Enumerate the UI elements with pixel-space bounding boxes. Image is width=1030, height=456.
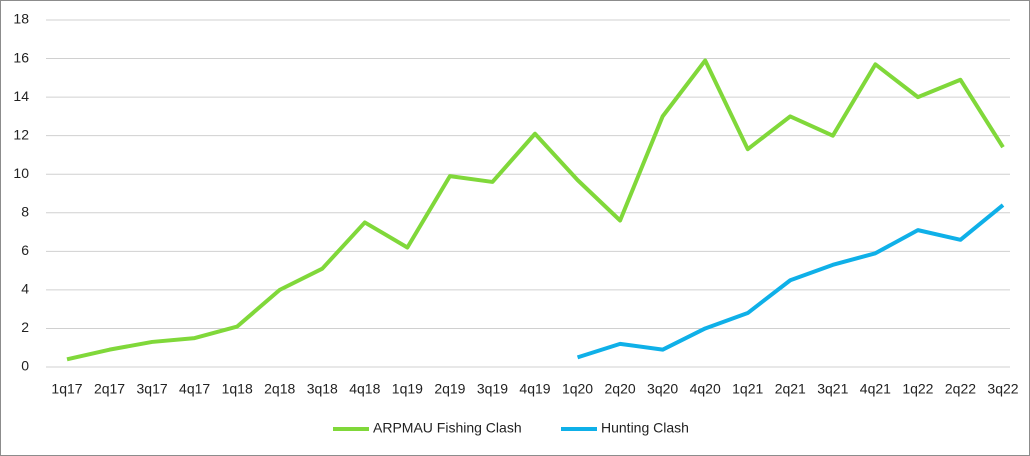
series-line: [576, 203, 1005, 360]
x-tick-label: 3q21: [817, 381, 848, 397]
y-tick-label: 18: [13, 11, 29, 27]
x-tick-label: 2q18: [264, 381, 295, 397]
y-tick-label: 4: [21, 281, 29, 297]
x-tick-label: 1q17: [51, 381, 82, 397]
y-tick-label: 2: [21, 319, 29, 335]
y-tick-label: 10: [13, 165, 29, 181]
x-tick-label: 4q17: [179, 381, 210, 397]
x-tick-label: 1q19: [392, 381, 423, 397]
y-tick-label: 0: [21, 358, 29, 374]
x-tick-label: 4q21: [860, 381, 891, 397]
x-tick-label: 3q17: [137, 381, 168, 397]
x-tick-label: 4q19: [519, 381, 550, 397]
legend-label: Hunting Clash: [601, 420, 689, 436]
x-tick-label: 2q17: [94, 381, 125, 397]
y-tick-label: 8: [21, 203, 29, 219]
x-tick-label: 1q21: [732, 381, 763, 397]
series-line: [66, 58, 1005, 362]
x-tick-label: 1q20: [562, 381, 593, 397]
x-tick-label: 3q19: [477, 381, 508, 397]
x-tick-label: 2q20: [605, 381, 636, 397]
x-tick-label: 3q20: [647, 381, 678, 397]
x-tick-label: 4q20: [690, 381, 721, 397]
x-tick-label: 3q18: [307, 381, 338, 397]
x-tick-label: 2q22: [945, 381, 976, 397]
x-tick-label: 3q22: [987, 381, 1018, 397]
y-tick-label: 14: [13, 88, 29, 104]
legend-label: ARPMAU Fishing Clash: [373, 420, 522, 436]
y-tick-label: 12: [13, 126, 29, 142]
x-tick-label: 4q18: [349, 381, 380, 397]
x-tick-label: 1q22: [902, 381, 933, 397]
x-tick-label: 2q21: [775, 381, 806, 397]
x-tick-label: 1q18: [222, 381, 253, 397]
x-tick-label: 2q19: [434, 381, 465, 397]
y-tick-label: 6: [21, 242, 29, 258]
y-tick-label: 16: [13, 49, 29, 65]
